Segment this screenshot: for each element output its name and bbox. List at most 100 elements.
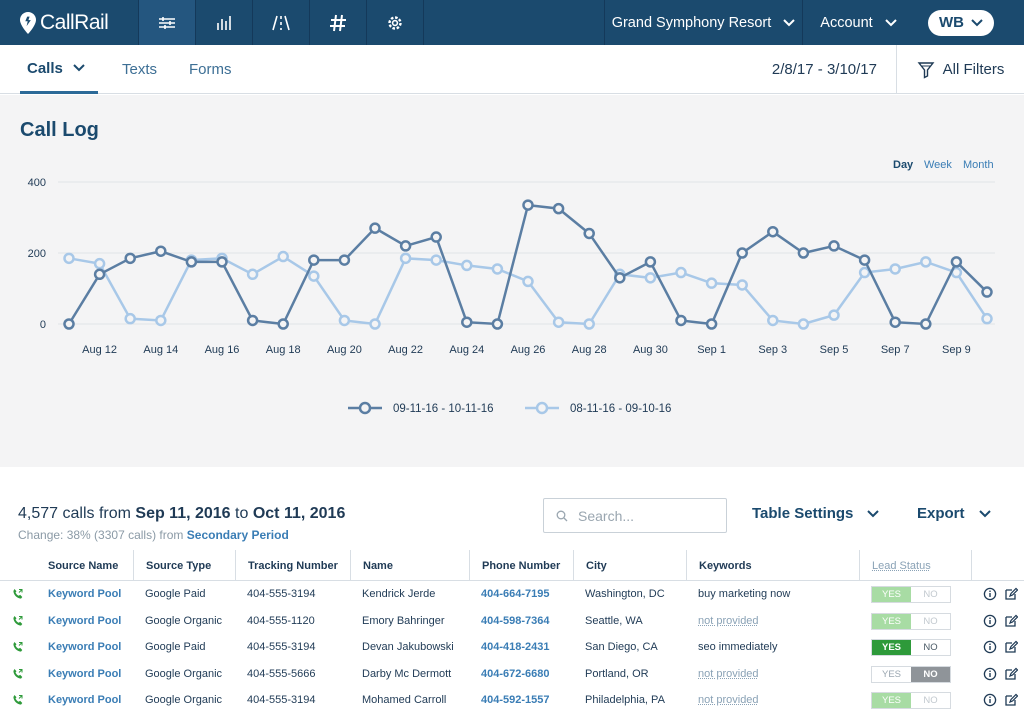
- header-source-type[interactable]: Source Type: [133, 550, 211, 581]
- granularity-month[interactable]: Month: [963, 159, 994, 171]
- edit-icon[interactable]: [1004, 693, 1018, 707]
- x-tick-label: Aug 20: [327, 344, 362, 356]
- date-range-picker[interactable]: 2/8/17 - 3/10/17: [772, 45, 877, 94]
- tab-texts-label: Texts: [122, 61, 158, 78]
- sub-navbar: Calls Texts Forms 2/8/17 - 3/10/17 All F…: [0, 45, 1024, 94]
- info-icon[interactable]: [983, 693, 997, 707]
- nav-settings[interactable]: [366, 0, 423, 45]
- granularity-week[interactable]: Week: [924, 159, 952, 171]
- x-tick-label: Sep 1: [697, 344, 726, 356]
- lead-status-toggle[interactable]: YES NO: [871, 586, 951, 603]
- date-range-label: 2/8/17 - 3/10/17: [771, 61, 877, 78]
- edit-icon[interactable]: [1004, 640, 1018, 654]
- city-cell: Seattle, WA: [585, 614, 643, 627]
- lead-yes[interactable]: YES: [872, 640, 911, 655]
- callrail-logo[interactable]: CallRail: [0, 0, 138, 45]
- lead-no[interactable]: NO: [911, 693, 950, 708]
- header-phone-number[interactable]: Phone Number: [469, 550, 560, 581]
- source-name-cell[interactable]: Keyword Pool: [48, 641, 122, 654]
- header-keywords[interactable]: Keywords: [686, 550, 752, 581]
- phone-number-cell[interactable]: 404-418-2431: [481, 641, 550, 654]
- phone-call-icon: [13, 589, 23, 599]
- data-point: [461, 316, 473, 328]
- data-point: [797, 318, 810, 330]
- header-name[interactable]: Name: [350, 550, 393, 581]
- change-summary: Change: 38% (3307 calls) from Secondary …: [18, 528, 289, 542]
- header-source-name[interactable]: Source Name: [48, 559, 119, 572]
- lead-yes[interactable]: YES: [872, 666, 911, 682]
- nav-analytics[interactable]: [195, 0, 252, 45]
- table-row[interactable]: Keyword Pool Google Paid 404-555-3194 Kendr…: [0, 581, 1024, 608]
- table-row[interactable]: Keyword Pool Google Paid 404-555-3194 Devan…: [0, 634, 1024, 661]
- lead-no[interactable]: NO: [911, 613, 950, 629]
- lead-status-toggle[interactable]: YES NO: [871, 639, 951, 656]
- export-button[interactable]: Export: [917, 505, 991, 522]
- lead-status-toggle[interactable]: YES NO: [871, 612, 951, 630]
- source-name-cell[interactable]: Keyword Pool: [48, 588, 122, 601]
- x-tick-label: Aug 22: [388, 344, 423, 356]
- data-point: [981, 286, 993, 298]
- search-input[interactable]: [578, 507, 708, 524]
- tab-texts[interactable]: Texts: [122, 45, 157, 94]
- source-name-cell[interactable]: Keyword Pool: [48, 667, 122, 680]
- header-tracking-number[interactable]: Tracking Number: [235, 550, 338, 581]
- export-label: Export: [917, 505, 965, 522]
- source-name-cell[interactable]: Keyword Pool: [48, 694, 122, 707]
- lead-yes[interactable]: YES: [872, 693, 911, 708]
- all-filters-button[interactable]: All Filters: [896, 45, 1024, 94]
- y-tick-label: 200: [28, 248, 46, 260]
- edit-icon[interactable]: [1004, 667, 1018, 681]
- info-icon[interactable]: [983, 587, 997, 601]
- granularity-day[interactable]: Day: [893, 159, 914, 171]
- user-menu[interactable]: WB: [928, 9, 994, 36]
- nav-attribution[interactable]: [252, 0, 309, 45]
- lead-yes[interactable]: YES: [872, 587, 911, 602]
- data-point: [124, 312, 136, 325]
- phone-call-icon: [13, 615, 23, 626]
- edit-icon[interactable]: [1004, 614, 1018, 628]
- bar-chart-icon: [217, 15, 231, 30]
- info-icon[interactable]: [983, 614, 997, 628]
- source-name-cell[interactable]: Keyword Pool: [48, 614, 122, 627]
- table-row[interactable]: Keyword Pool Google Organic 404-555-1120 Em…: [0, 608, 1024, 635]
- lead-no[interactable]: NO: [911, 666, 950, 682]
- table-row[interactable]: Keyword Pool Google Organic 404-555-3194 Mo…: [0, 687, 1024, 714]
- secondary-period-link[interactable]: Secondary Period: [186, 528, 289, 542]
- tab-calls[interactable]: Calls: [20, 45, 98, 94]
- data-point: [277, 250, 289, 263]
- keywords-cell: not provided: [698, 694, 759, 707]
- nav-numbers[interactable]: [309, 0, 366, 45]
- data-point: [338, 254, 351, 266]
- data-point: [308, 254, 320, 266]
- table-row[interactable]: Keyword Pool Google Organic 404-555-5666 Da…: [0, 661, 1024, 688]
- lead-yes[interactable]: YES: [872, 613, 911, 629]
- header-lead-status[interactable]: Lead Status: [859, 550, 972, 581]
- reports-icon: [159, 16, 175, 29]
- table-settings-button[interactable]: Table Settings: [752, 505, 880, 522]
- header-city[interactable]: City: [573, 550, 607, 581]
- info-icon[interactable]: [983, 667, 997, 681]
- phone-number-cell[interactable]: 404-592-1557: [481, 694, 550, 707]
- company-selector[interactable]: Grand Symphony Resort: [604, 0, 802, 45]
- road-icon: [272, 15, 290, 30]
- account-menu[interactable]: Account: [802, 0, 914, 45]
- data-point: [522, 199, 534, 211]
- data-point: [369, 222, 381, 234]
- x-tick-label: Aug 28: [572, 344, 607, 356]
- x-tick-label: Aug 12: [82, 344, 117, 356]
- lead-no[interactable]: NO: [911, 640, 950, 655]
- lead-status-toggle[interactable]: YES NO: [871, 665, 951, 683]
- phone-number-cell[interactable]: 404-664-7195: [481, 588, 550, 601]
- lead-no[interactable]: NO: [911, 587, 950, 602]
- search-box[interactable]: [543, 498, 727, 533]
- nav-reports[interactable]: [138, 0, 195, 45]
- phone-number-cell[interactable]: 404-672-6680: [481, 667, 550, 680]
- data-point: [185, 256, 198, 268]
- lead-status-toggle[interactable]: YES NO: [871, 692, 951, 709]
- tab-forms[interactable]: Forms: [189, 45, 232, 94]
- edit-icon[interactable]: [1004, 587, 1018, 601]
- tracking-number-cell: 404-555-5666: [247, 667, 316, 680]
- data-point: [644, 272, 657, 284]
- info-icon[interactable]: [983, 640, 997, 654]
- phone-number-cell[interactable]: 404-598-7364: [481, 614, 550, 627]
